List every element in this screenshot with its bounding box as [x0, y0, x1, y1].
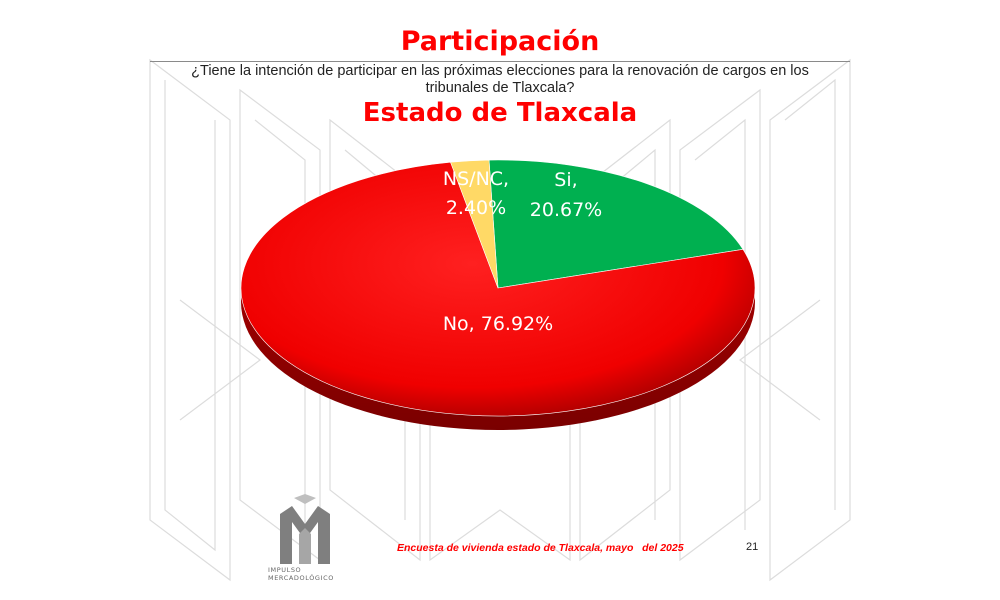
pie-slice-no: [240, 161, 756, 417]
logo-text-line-1: IMPULSO: [268, 566, 302, 574]
logo-text-line-2: MERCADOLÓGICO: [268, 574, 334, 582]
pie-slice-si: [488, 159, 744, 289]
logo-text: IMPULSO MERCADOLÓGICO: [268, 566, 348, 582]
footer-source: Encuesta de vivienda estado de Tlaxcala,…: [397, 542, 684, 554]
pie-slice-ns-nc: [450, 159, 499, 289]
company-logo: [280, 494, 330, 564]
slice-label-no-1: No, 76.92%: [443, 313, 553, 335]
slice-label-ns-nc-2: 2.40%: [446, 197, 506, 219]
slice-label-si-2: 20.67%: [530, 199, 602, 221]
survey-question: ¿Tiene la intención de participar en las…: [191, 63, 809, 96]
chart-title: Estado de Tlaxcala: [362, 98, 638, 128]
slide-title: Participación: [400, 26, 600, 57]
title-divider: [150, 61, 850, 62]
slice-label-si-1: Si,: [554, 169, 577, 191]
slice-label-ns-nc-1: NS/NC,: [443, 168, 509, 190]
page-number: 21: [746, 541, 759, 553]
